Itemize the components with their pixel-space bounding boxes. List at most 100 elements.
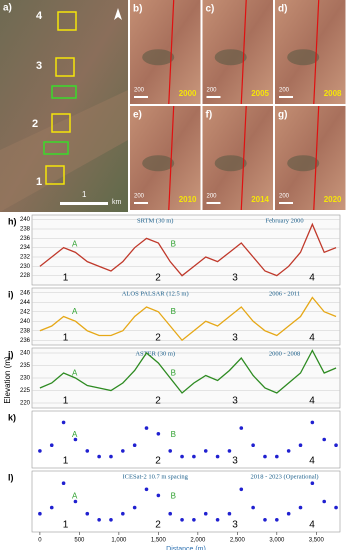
point [275,518,279,522]
point [322,499,327,504]
profile-line [39,349,337,394]
y-tick-label: 240 [20,319,31,325]
year: 2010 [179,195,197,204]
year: 2020 [324,195,342,204]
y-tick-label: 244 [20,300,31,306]
area-label: B [171,430,176,439]
scale-label: 1 [82,190,87,199]
point [85,449,90,453]
point [192,518,196,522]
x-tick-label: 500 [74,538,85,544]
point [97,518,101,522]
point [263,518,267,522]
panel-label: g) [278,110,287,121]
y-tick-label: 240 [20,217,31,223]
box [57,11,77,31]
scale-bar [206,202,221,204]
point [121,511,125,516]
y-tick-label: 246 [20,290,31,296]
year: 2005 [251,89,269,98]
scale-label: 200 [134,88,145,94]
point [251,505,255,510]
panel-label: l) [8,472,14,482]
point [49,443,54,448]
plot-frame [31,287,341,346]
point [132,505,137,510]
box-number: 4 [36,10,43,22]
plot-frame [31,214,341,286]
vegetation [287,49,320,66]
chart-subtitle: 2000 - 2008 [269,350,300,357]
year: 2000 [179,89,197,98]
x-tick-label: 0 [38,538,42,544]
transect [240,0,247,105]
transect [313,0,320,105]
chart-title: SRTM (30 m) [137,217,173,224]
point [263,454,267,459]
y-tick-label: 232 [20,255,31,261]
point [61,420,66,425]
panel-label: h) [8,216,17,226]
profile-marker: 3 [232,396,238,407]
panel-label: d) [278,4,287,15]
profile-marker: 1 [63,273,69,284]
profile-line [39,222,337,277]
point [334,505,338,510]
point [156,493,161,498]
point [215,454,220,459]
point [38,511,42,516]
y-tick-label: 236 [20,338,31,344]
point [73,437,78,442]
profile-marker: 3 [232,520,238,531]
point [97,454,101,459]
profile-marker: 2 [155,333,161,344]
x-tick-label: 3,500 [309,538,325,544]
point [38,449,42,453]
transect [168,105,175,211]
y-tick-label: 240 [20,351,31,357]
image-panels: b) 200 2000 c) 200 2005 d) 200 2008 e) 200 2010 f) 20… [130,0,346,211]
point [180,518,184,522]
x-axis-label: Distance (m) [166,546,206,550]
box [51,113,71,133]
scale-bar [206,96,221,98]
point [239,487,244,492]
vegetation [142,155,175,172]
y-tick-label: 230 [20,376,31,382]
profile-marker: 3 [232,273,238,284]
terrain [0,90,128,212]
point [156,432,161,436]
point [121,449,125,453]
area-label: A [72,368,78,377]
chart-title: ASTER (30 m) [135,350,175,357]
vegetation [142,49,175,66]
point [73,499,78,504]
y-tick-label: 225 [20,388,31,394]
box-number: 2 [32,118,38,130]
point [168,511,173,516]
north-arrow [114,8,122,20]
profile-marker: 1 [63,456,69,467]
scale-label: 200 [207,88,218,94]
x-tick-label: 2,500 [230,538,246,544]
y-tick-label: 236 [20,236,31,242]
scale-unit: km [112,199,122,206]
profile-marker: 4 [309,333,315,344]
point [322,437,327,442]
point [49,505,54,510]
point [334,443,338,448]
x-tick-label: 1,000 [111,538,127,544]
x-tick-label: 1,500 [151,538,167,544]
profile-marker: 4 [309,520,315,531]
panel-label: j) [7,349,14,359]
panel-label: i) [8,289,14,299]
panel-label: c) [206,4,215,15]
vegetation [214,49,247,66]
panel-a [0,0,128,212]
scale-bar [60,202,108,205]
area-label: A [72,430,78,439]
point [239,426,244,430]
scale-label: 200 [207,194,218,200]
area-label: A [72,240,78,249]
